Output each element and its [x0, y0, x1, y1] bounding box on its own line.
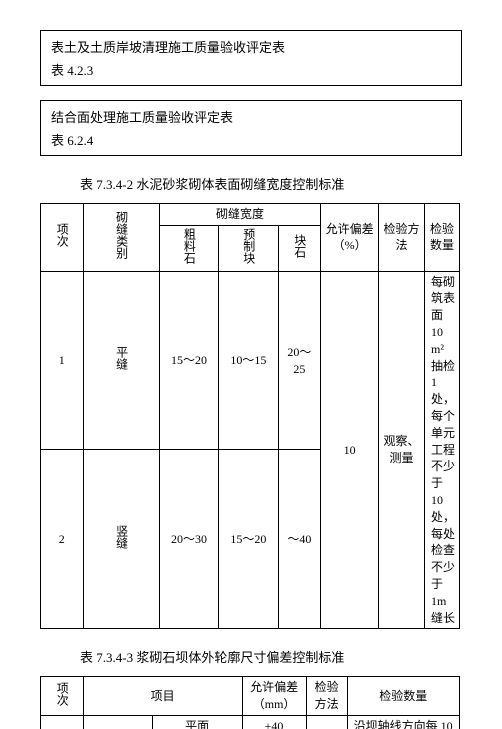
h-c1: 粗料石 — [181, 228, 198, 264]
h2-seq: 项次 — [53, 682, 70, 706]
method2: 仪器测量 — [306, 715, 347, 729]
h-seq: 项次 — [53, 223, 70, 247]
table-row: 项次 砌缝类别 砌缝宽度 允许偏差（%） 检验方法 检验数量 — [41, 204, 460, 226]
box2-line2: 表 6.2.4 — [51, 130, 451, 149]
r1-c1: 15～20 — [159, 271, 218, 450]
r2-c2: 15～20 — [219, 450, 278, 629]
table-row: 1 平缝 15～20 10～15 20～25 10 观察、测量 每砌筑表面 10… — [41, 271, 460, 450]
box2-line1: 结合面处理施工质量验收评定表 — [51, 107, 451, 126]
box1-line1: 表土及土质岸坡清理施工质量验收评定表 — [51, 37, 451, 56]
box1-line2: 表 4.2.3 — [51, 60, 451, 79]
h2-tol: 允许偏差（mm） — [242, 677, 306, 716]
box-2: 结合面处理施工质量验收评定表 表 6.2.4 — [40, 100, 462, 156]
tol: 10 — [321, 271, 379, 629]
r1-seq2: 1 — [41, 715, 84, 729]
r2-type: 竖缝 — [113, 525, 130, 549]
h-type: 砌缝类别 — [113, 211, 130, 259]
table-1: 项次 砌缝类别 砌缝宽度 允许偏差（%） 检验方法 检验数量 粗料石 预制块 块… — [40, 203, 460, 629]
r1-item2: 坝体轮廓线 — [83, 715, 152, 729]
qty: 每砌筑表面 10 m²抽检 1 处，每个单元工程不少于 10 处，每处检查不少于… — [425, 271, 460, 629]
r1-type: 平缝 — [113, 346, 130, 370]
table2-caption: 表 7.3.4-3 浆砌石坝体外轮廓尺寸偏差控制标准 — [80, 647, 462, 666]
table1-caption: 表 7.3.4-2 水泥砂浆砌体表面砌缝宽度控制标准 — [80, 174, 462, 193]
h-qty: 检验数量 — [425, 204, 460, 272]
table-row: 项次 项目 允许偏差（mm） 检验方法 检验数量 — [41, 677, 460, 716]
v-plane: ±40 — [242, 715, 306, 729]
r2-c1: 20～30 — [159, 450, 218, 629]
h2-method: 检验方法 — [306, 677, 347, 716]
h-c3: 块石 — [291, 234, 308, 258]
h-tol: 允许偏差（%） — [321, 204, 379, 272]
h-c2: 预制块 — [240, 228, 257, 264]
h-method: 检验方法 — [379, 204, 425, 272]
table-row: 1 坝体轮廓线 平面 ±40 仪器测量 沿坝轴线方向每 10～20m 校核 1 … — [41, 715, 460, 729]
box-1: 表土及土质岸坡清理施工质量验收评定表 表 4.2.3 — [40, 30, 462, 86]
r1-c2: 10～15 — [219, 271, 278, 450]
h2-item: 项目 — [83, 677, 242, 716]
table-2: 项次 项目 允许偏差（mm） 检验方法 检验数量 1 坝体轮廓线 平面 ±40 … — [40, 676, 460, 729]
h-width: 砌缝宽度 — [159, 204, 320, 226]
qty2: 沿坝轴线方向每 10～20m 校核 1 点，每个单元工程不少于 10 个点 沿坝… — [347, 715, 459, 729]
h2-qty: 检验数量 — [347, 677, 459, 716]
r2-seq: 2 — [41, 450, 84, 629]
r1-c3: 20～25 — [278, 271, 321, 450]
c-plane: 平面 — [152, 715, 242, 729]
r2-c3: ～40 — [278, 450, 321, 629]
method: 观察、测量 — [379, 271, 425, 629]
r1-seq: 1 — [41, 271, 84, 450]
